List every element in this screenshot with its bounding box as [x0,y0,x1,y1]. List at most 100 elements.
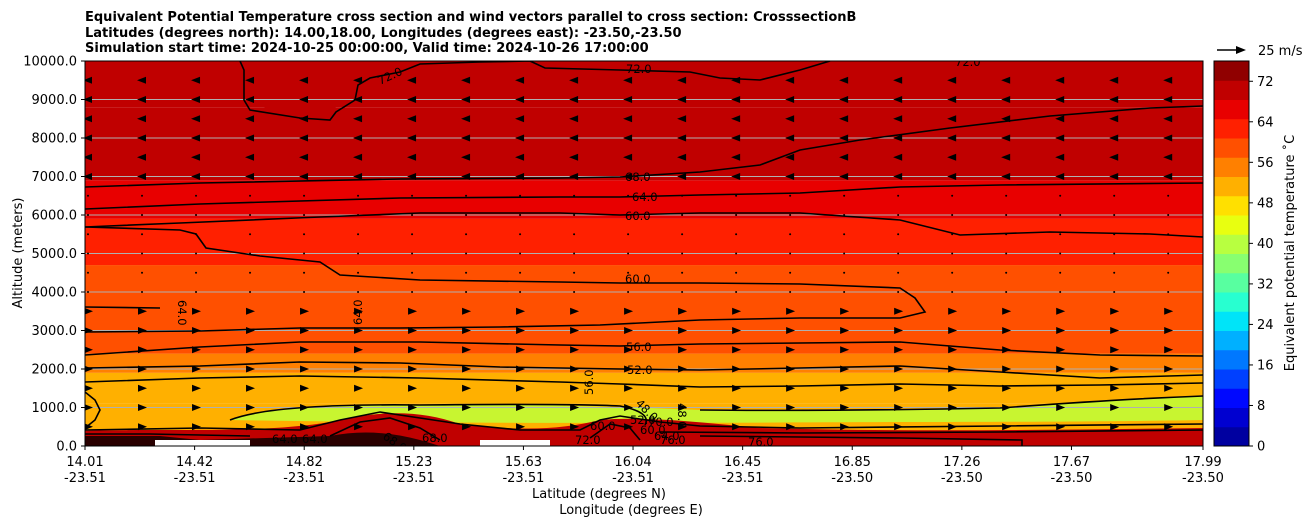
wind-arrow-icon [1110,423,1120,431]
wind-arrow-icon [191,173,201,180]
contour-line [85,105,1203,188]
wind-arrow-icon [840,365,850,373]
calm-wind-dot [627,194,630,197]
colorbar-tick-label: 8 [1257,399,1265,414]
x-tick-label-longitude: -23.51 [612,471,654,486]
colorbar-tick-label: 40 [1257,237,1274,252]
contour-label: 76.0 [748,435,774,449]
calm-wind-dot [1113,194,1116,197]
wind-arrow-icon [516,423,526,431]
wind-arrow-icon [407,96,417,103]
wind-arrow-icon [246,423,256,431]
wind-arrow-icon [624,384,634,392]
calm-wind-dot [519,271,522,274]
wind-arrow-icon [1055,173,1065,180]
calm-wind-dot [141,214,144,216]
calm-wind-dot [1005,291,1008,293]
wind-arrow-icon [786,327,796,334]
contour-line [85,391,101,429]
wind-arrow-icon [137,115,147,123]
wind-arrow-icon [947,153,957,161]
x-tick-label-latitude: 14.82 [286,455,323,470]
wind-arrow-icon [1164,423,1174,431]
wind-arrow-icon [462,384,472,392]
wind-arrow-icon [516,384,526,392]
calm-wind-dot [897,271,900,274]
colorbar-swatch [1214,157,1249,177]
calm-wind-dot [897,252,900,255]
wind-arrow-icon [623,115,633,123]
wind-arrow-icon [461,96,471,103]
calm-wind-dot [519,252,522,255]
wind-arrow-icon [192,346,202,354]
calm-wind-dot [411,194,414,197]
wind-arrow-icon [948,346,958,354]
wind-arrow-icon [624,365,634,373]
title-line-2: Latitudes (degrees north): 14.00,18.00, … [85,26,682,41]
title-line-3: Simulation start time: 2024-10-25 00:00:… [85,41,649,56]
wind-arrow-icon [677,115,687,123]
wind-arrow-icon [354,307,364,315]
calm-wind-dot [951,194,954,197]
calm-wind-dot [411,291,414,293]
calm-wind-dot [357,214,360,216]
wind-arrow-icon [840,307,850,315]
wind-arrow-icon [353,153,363,161]
wind-arrow-icon [408,346,418,354]
wind-arrow-icon [623,153,633,161]
calm-wind-dot [519,214,522,216]
wind-arrow-icon [732,404,742,411]
wind-arrow-icon [191,134,201,142]
wind-arrow-icon [353,76,363,84]
wind-arrow-icon [678,423,688,431]
wind-arrow-icon [732,423,742,431]
calm-wind-dot [519,194,522,197]
colorbar-tick-label: 48 [1257,196,1274,211]
contour-label: 48.0 [675,403,689,429]
wind-arrow-icon [245,153,255,161]
x-tick-label-longitude: -23.50 [1051,471,1093,486]
calm-wind-dot [519,291,522,293]
wind-arrow-icon [570,365,580,373]
calm-wind-dot [357,291,360,293]
colorbar-swatch [1214,195,1249,216]
wind-arrow-icon [300,384,310,392]
colorbar-swatch [1214,61,1249,81]
calm-wind-dot [573,291,576,293]
wind-arrow-icon [192,404,202,411]
calm-wind-dot [411,252,414,255]
wind-arrow-icon [1055,76,1065,84]
wind-arrow-icon [191,96,201,103]
warm-pocket-right [690,61,820,82]
wind-arrow-icon [85,134,92,142]
calm-wind-dot [573,271,576,274]
wind-arrow-icon [839,134,849,142]
wind-arrow-icon [1001,96,1011,103]
x-tick-label-longitude: -23.51 [174,471,216,486]
calm-wind-dot [843,291,846,293]
x-tick-label-longitude: -23.50 [941,471,983,486]
wind-arrow-icon [85,115,92,123]
contour-line [85,411,1203,431]
contour-label: 68.0 [422,431,448,445]
contour-label: 56.0 [626,340,652,354]
contour-label: 64.0 [175,300,189,326]
calm-wind-dot [735,233,738,236]
contour-line [85,226,927,333]
wind-arrow-icon [569,134,579,142]
wind-arrow-icon [1164,327,1174,334]
wind-arrow-icon [138,404,148,411]
calm-wind-dot [195,252,198,255]
x-tick-label-longitude: -23.51 [283,471,325,486]
wind-arrow-icon [731,76,741,84]
wind-arrow-icon [732,365,742,373]
wind-arrow-icon [299,153,309,161]
calm-wind-dot [627,233,630,236]
wind-arrow-icon [85,153,92,161]
wind-arrow-icon [462,307,472,315]
wind-arrow-icon [138,327,148,334]
moist-band [230,396,1203,423]
wind-arrow-icon [516,307,526,315]
calm-wind-dot [681,252,684,255]
calm-wind-dot [249,291,252,293]
